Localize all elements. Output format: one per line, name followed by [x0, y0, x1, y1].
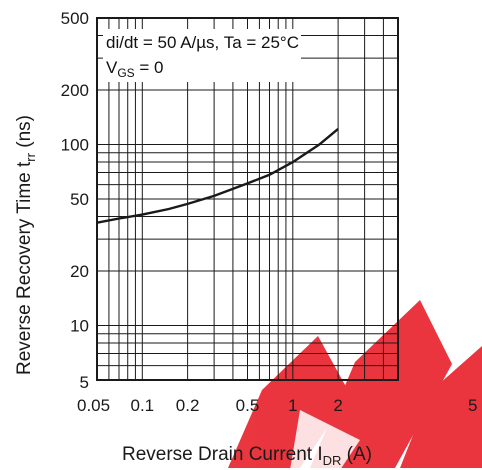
y-tick-label: 200 [61, 81, 89, 100]
annotation-line-1: di/dt = 50 A/µs, Ta = 25°C [106, 33, 299, 52]
x-tick-label: 1 [288, 396, 297, 415]
y-tick-label: 100 [61, 136, 89, 155]
x-axis-title: Reverse Drain Current IDR (A) [122, 444, 372, 468]
annotation-box [103, 29, 301, 82]
y-tick-label: 5 [80, 373, 89, 392]
y-axis-title: Reverse Recovery Time trr (ns) [14, 115, 38, 375]
x-tick-label: 0.05 [77, 396, 110, 415]
x-tick-label: 2 [333, 396, 342, 415]
x-tick-label: 0.1 [130, 396, 154, 415]
x-tick-label: 0.5 [236, 396, 260, 415]
y-tick-label: 50 [70, 190, 89, 209]
x-tick-label: 5 [468, 396, 477, 415]
series-line [96, 127, 339, 224]
y-tick-label: 10 [70, 317, 89, 336]
annotation-line-2: VGS = 0 [106, 58, 164, 80]
plot-frame [96, 17, 399, 381]
y-tick-label: 500 [61, 9, 89, 28]
y-tick-label: 20 [70, 262, 89, 281]
y-tick-labels: 5 10 20 50 100 200 500 [61, 9, 89, 392]
x-tick-label: 0.2 [176, 396, 200, 415]
watermark-logo [228, 300, 482, 470]
x-tick-labels: 0.05 0.1 0.2 0.5 1 2 5 [77, 396, 477, 415]
